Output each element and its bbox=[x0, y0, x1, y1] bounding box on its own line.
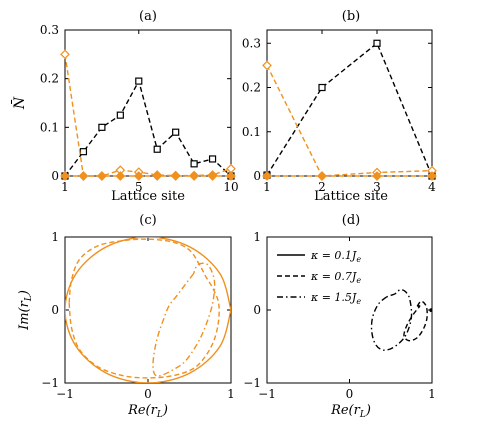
point-a-0-6 bbox=[172, 128, 180, 136]
xtick-label-d-2: 1 bbox=[428, 387, 436, 401]
axes-frame-b bbox=[266, 29, 433, 177]
point-a-2-1 bbox=[78, 171, 89, 181]
point-a-2-5 bbox=[152, 171, 163, 181]
series-line-d-2 bbox=[370, 288, 413, 351]
legend-label-1: κ = 0.7Je bbox=[310, 270, 361, 285]
xtick-label-d-0: −1 bbox=[258, 387, 276, 401]
point-a-2-0 bbox=[60, 171, 70, 181]
point-a-2-8 bbox=[207, 171, 218, 181]
xtick-label-b-1: 2 bbox=[318, 180, 326, 194]
point-b-2-0 bbox=[262, 171, 272, 181]
series-line-c-0 bbox=[65, 237, 231, 383]
point-b-0-1 bbox=[318, 83, 326, 92]
legend-label-2: κ = 1.5Je bbox=[310, 291, 361, 306]
xlabel-d: Re(rL) bbox=[330, 403, 371, 420]
ytick-label-a-3: 0.3 bbox=[40, 23, 59, 37]
point-a-0-7 bbox=[190, 160, 198, 168]
series-group-d bbox=[370, 288, 432, 351]
point-a-0-3 bbox=[116, 111, 124, 119]
xtick-label-c-0: −1 bbox=[56, 387, 74, 401]
ytick-label-a-1: 0.1 bbox=[40, 120, 59, 134]
xtick-label-c-2: 1 bbox=[227, 387, 235, 401]
point-a-2-6 bbox=[170, 171, 181, 181]
ytick-label-d-1: 0 bbox=[253, 303, 261, 317]
point-a-2-4 bbox=[133, 171, 144, 181]
ytick-label-c-2: 1 bbox=[51, 230, 59, 244]
xlabel-c: Re(rL) bbox=[127, 403, 168, 420]
series-line-b-0 bbox=[266, 42, 433, 177]
point-a-2-2 bbox=[97, 171, 107, 181]
series-line-a-1 bbox=[64, 54, 232, 177]
series-group-b bbox=[262, 39, 437, 181]
ytick-label-b-3: 0.3 bbox=[242, 36, 261, 50]
xtick-label-a-1: 5 bbox=[135, 180, 143, 194]
ytick-label-a-0: 0 bbox=[51, 169, 59, 183]
xtick-label-c-1: 0 bbox=[144, 387, 152, 401]
series-line-b-1 bbox=[266, 65, 433, 177]
xtick-label-b-2: 3 bbox=[373, 180, 381, 194]
point-a-2-7 bbox=[189, 171, 199, 181]
ylabel-a: N̄ bbox=[10, 96, 28, 110]
point-a-0-8 bbox=[208, 155, 217, 163]
point-b-1-0 bbox=[262, 60, 272, 71]
series-group-a bbox=[60, 49, 236, 181]
point-a-0-2 bbox=[98, 123, 106, 131]
ytick-label-d-2: 1 bbox=[253, 230, 261, 244]
point-b-2-1 bbox=[317, 171, 327, 181]
xtick-label-a-2: 10 bbox=[223, 180, 238, 194]
ytick-label-d-0: −1 bbox=[243, 376, 261, 390]
point-a-0-5 bbox=[153, 145, 161, 153]
legend-d: κ = 0.1Je κ = 0.7Je κ = 1.5Je bbox=[277, 249, 361, 306]
series-line-d-0 bbox=[429, 308, 432, 313]
panel-label-a: (a) bbox=[139, 9, 157, 24]
panel-label-d: (d) bbox=[342, 213, 360, 228]
point-a-2-3 bbox=[115, 171, 126, 181]
xlabel-b: Lattice site bbox=[314, 189, 388, 204]
ytick-label-b-2: 0.2 bbox=[242, 81, 261, 95]
series-line-a-0 bbox=[64, 79, 232, 177]
series-line-c-1 bbox=[68, 238, 220, 379]
legend-label-0: κ = 0.1Je bbox=[310, 249, 361, 264]
point-a-0-4 bbox=[135, 77, 143, 85]
axes-frame-a bbox=[64, 29, 232, 177]
series-group-c bbox=[65, 237, 231, 383]
point-b-2-2 bbox=[372, 171, 382, 181]
xlabel-a: Lattice site bbox=[111, 189, 185, 204]
point-a-1-0 bbox=[60, 49, 70, 60]
point-a-2-9 bbox=[226, 171, 236, 181]
xtick-label-b-0: 1 bbox=[263, 180, 271, 194]
ytick-label-b-0: 0 bbox=[253, 169, 261, 183]
point-b-0-2 bbox=[373, 39, 381, 47]
point-a-0-1 bbox=[79, 148, 88, 156]
xtick-label-a-0: 1 bbox=[61, 180, 69, 194]
panel-label-c: (c) bbox=[139, 213, 156, 228]
ytick-label-c-1: 0 bbox=[51, 303, 59, 317]
point-b-2-3 bbox=[427, 171, 437, 181]
series-line-d-1 bbox=[403, 300, 428, 342]
ytick-label-a-2: 0.2 bbox=[40, 72, 59, 86]
panel-label-b: (b) bbox=[342, 9, 360, 24]
xtick-label-d-1: 0 bbox=[346, 387, 354, 401]
ytick-label-c-0: −1 bbox=[41, 376, 59, 390]
ytick-label-b-1: 0.1 bbox=[242, 125, 261, 139]
series-line-c-2 bbox=[152, 262, 216, 377]
xtick-label-b-3: 4 bbox=[428, 180, 436, 194]
ylabel-c: Im(rL) bbox=[17, 290, 34, 331]
